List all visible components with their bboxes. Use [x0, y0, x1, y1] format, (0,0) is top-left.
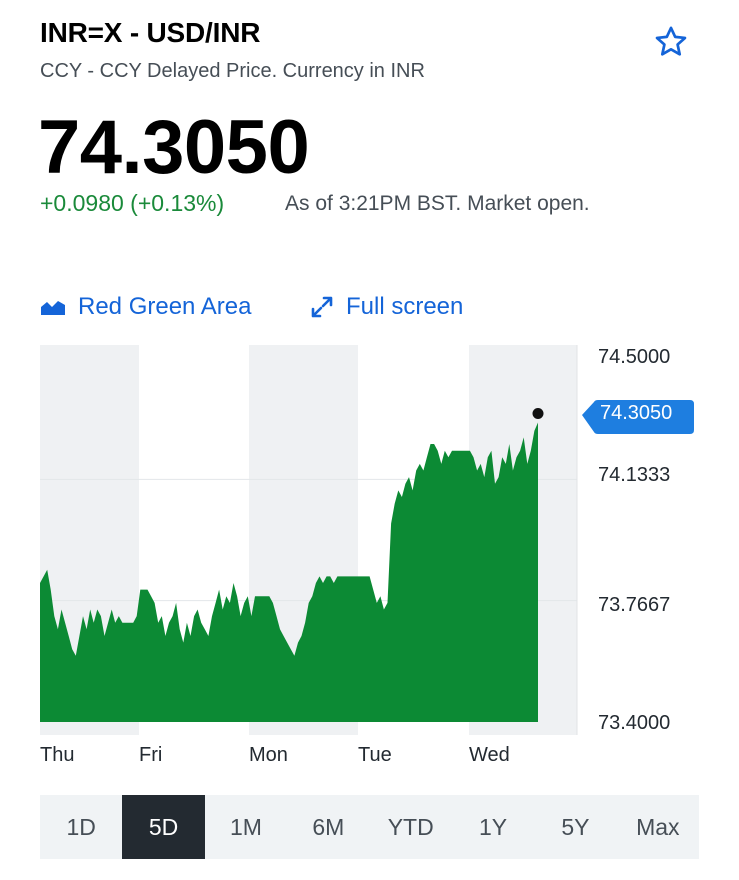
- page-title: INR=X - USD/INR: [40, 17, 261, 48]
- price-area: [40, 422, 538, 722]
- current-price: 74.3050: [38, 105, 310, 190]
- range-button-1m[interactable]: 1M: [229, 813, 262, 840]
- price-change: +0.0980 (+0.13%): [40, 190, 225, 216]
- y-tick-label: 74.5000: [598, 346, 671, 368]
- price-chart[interactable]: 74.5000 74.1333 73.7667 73.4000 74.3050 …: [0, 340, 739, 770]
- current-price-tag: [582, 400, 694, 434]
- range-button-5y[interactable]: 5Y: [561, 813, 590, 840]
- current-price-dot: [532, 408, 544, 420]
- x-tick-label: Thu: [40, 744, 75, 766]
- x-tick-label: Mon: [249, 744, 288, 766]
- star-icon[interactable]: [652, 24, 690, 60]
- chart-plot: [40, 345, 578, 735]
- fullscreen-button[interactable]: Full screen: [310, 293, 463, 321]
- fullscreen-label: Full screen: [346, 293, 464, 320]
- current-price-tag-label: 74.3050: [600, 402, 673, 424]
- range-button-ytd[interactable]: YTD: [387, 813, 434, 840]
- range-button-6m[interactable]: 6M: [312, 813, 345, 840]
- x-tick-label: Tue: [358, 744, 392, 766]
- x-tick-label: Wed: [469, 744, 510, 766]
- area-chart-icon: [41, 301, 65, 315]
- range-button-1y[interactable]: 1Y: [478, 813, 508, 840]
- range-button-max[interactable]: Max: [636, 813, 680, 840]
- range-button-5d[interactable]: 5D: [122, 795, 205, 859]
- expand-icon: [311, 296, 333, 318]
- y-tick-label: 73.7667: [598, 594, 671, 616]
- chart-type-button[interactable]: Red Green Area: [40, 293, 251, 321]
- chart-type-label: Red Green Area: [78, 293, 252, 320]
- x-tick-label: Fri: [139, 744, 163, 766]
- as-of-status: As of 3:21PM BST. Market open.: [285, 192, 590, 215]
- range-button-1d[interactable]: 1D: [66, 813, 96, 840]
- range-selector: 1D 5D 1M 6M YTD 1Y 5Y Max: [40, 795, 699, 859]
- y-tick-label: 74.1333: [598, 464, 671, 486]
- page-subtitle: CCY - CCY Delayed Price. Currency in INR: [40, 60, 425, 82]
- y-tick-label: 73.4000: [598, 712, 671, 734]
